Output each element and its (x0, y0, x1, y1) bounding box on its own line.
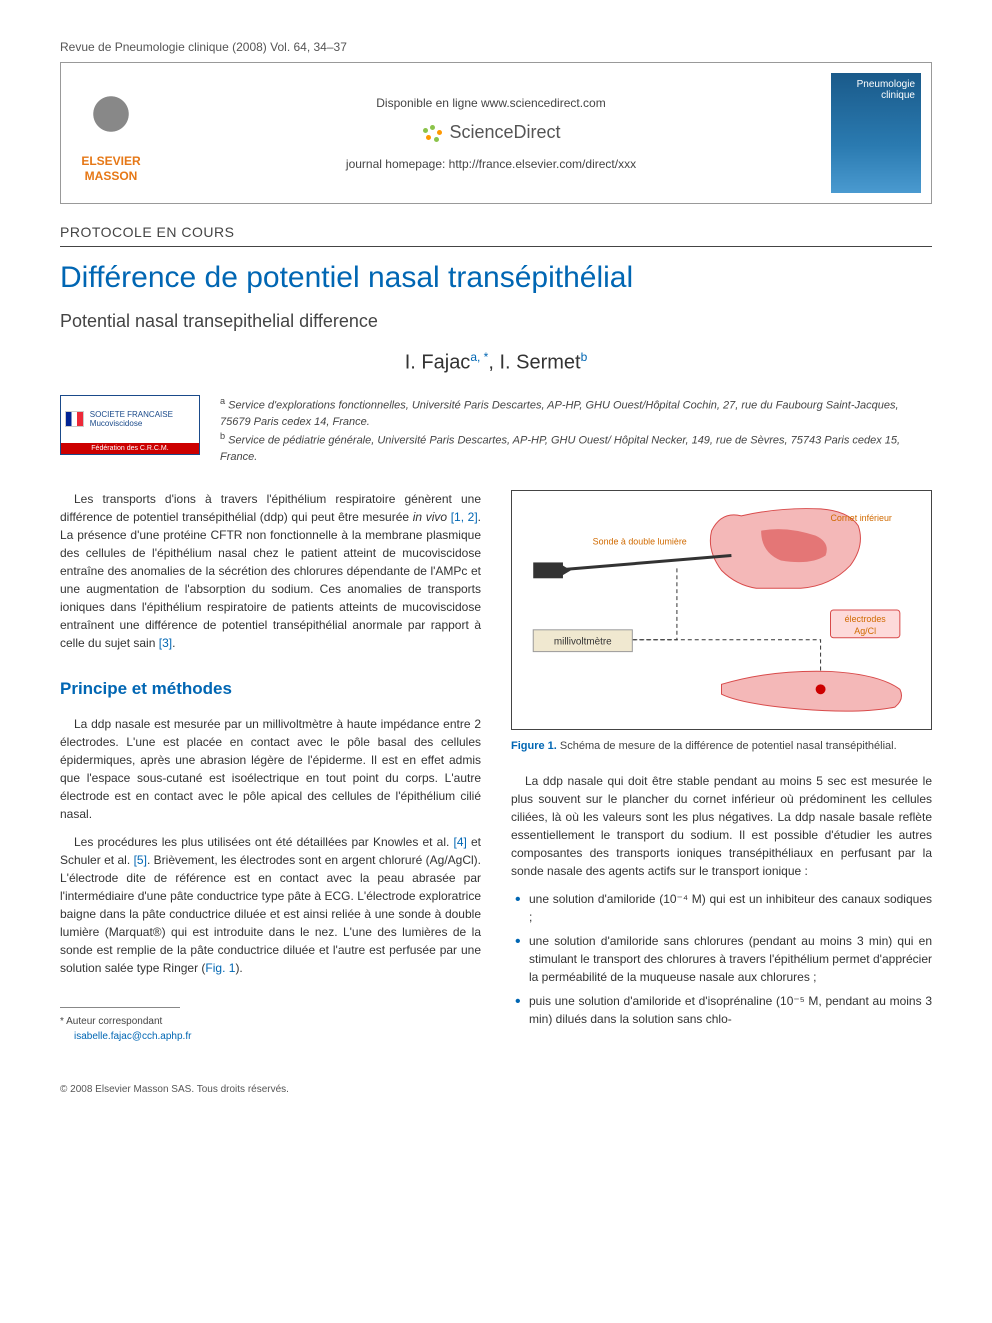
section-heading-methods: Principe et méthodes (60, 676, 481, 702)
col2-intro: La ddp nasale qui doit être stable penda… (511, 772, 932, 880)
label-millivolt: millivoltmètre (554, 637, 612, 648)
skin-electrode-dot (816, 684, 826, 694)
affil-sup: a, * (470, 350, 488, 364)
forearm-shape (722, 671, 902, 711)
journal-header-box: ELSEVIER MASSON Disponible en ligne www.… (60, 62, 932, 204)
label-electrodes-2: Ag/Cl (854, 626, 876, 636)
figure-1-caption: Figure 1. Schéma de mesure de la différe… (511, 738, 932, 755)
federation-label: Fédération des C.R.C.M. (61, 443, 199, 454)
affiliation-row: SOCIETE FRANCAISE Mucoviscidose Fédérati… (60, 395, 932, 466)
society-name: SOCIETE FRANCAISE Mucoviscidose (90, 410, 195, 428)
ref-link[interactable]: [5] (134, 853, 147, 867)
journal-homepage: journal homepage: http://france.elsevier… (151, 157, 831, 171)
label-cornet: Cornet inférieur (831, 513, 892, 523)
article-title-fr: Différence de potentiel nasal transépith… (60, 261, 932, 295)
figure-number: Figure 1. (511, 740, 557, 752)
sciencedirect-logo[interactable]: ScienceDirect (421, 122, 560, 143)
copyright-line: © 2008 Elsevier Masson SAS. Tous droits … (60, 1084, 932, 1095)
affiliations: a Service d'explorations fonctionnelles,… (220, 395, 932, 466)
label-sonde: Sonde à double lumière (593, 537, 687, 547)
affil-sup: b (581, 350, 588, 364)
wire-1 (593, 568, 677, 639)
ref-link[interactable]: [4] (453, 835, 466, 849)
header-center: Disponible en ligne www.sciencedirect.co… (151, 96, 831, 171)
cover-title: Pneumologie clinique (837, 79, 915, 101)
figure-ref-link[interactable]: Fig. 1 (205, 961, 235, 975)
left-column: Les transports d'ions à travers l'épithé… (60, 490, 481, 1045)
footnote-label: * Auteur correspondant (60, 1016, 162, 1027)
affiliation-b: b Service de pédiatrie générale, Univers… (220, 430, 932, 466)
article-title-en: Potential nasal transepithelial differen… (60, 311, 932, 332)
ref-link[interactable]: [3] (159, 636, 172, 650)
ref-link[interactable]: [1, 2] (451, 510, 478, 524)
bullet-item: une solution d'amiloride sans chlorures … (515, 932, 932, 986)
elsevier-logo: ELSEVIER MASSON (71, 83, 151, 183)
solution-bullets: une solution d'amiloride (10⁻⁴ M) qui es… (511, 890, 932, 1028)
probe-handle (533, 562, 563, 578)
figure-1-diagram: Cornet inférieur Sonde à double lumière … (522, 501, 921, 719)
journal-reference: Revue de Pneumologie clinique (2008) Vol… (60, 40, 932, 54)
probe-tip-icon (561, 564, 571, 576)
publisher-line1: ELSEVIER (81, 154, 140, 168)
online-availability: Disponible en ligne www.sciencedirect.co… (151, 96, 831, 110)
two-column-body: Les transports d'ions à travers l'épithé… (60, 490, 932, 1045)
section-label: PROTOCOLE EN COURS (60, 224, 932, 240)
authors: I. Fajaca, *, I. Sermetb (60, 350, 932, 375)
society-logo: SOCIETE FRANCAISE Mucoviscidose Fédérati… (60, 395, 200, 455)
author-email-link[interactable]: isabelle.fajac@cch.aphp.fr (74, 1029, 481, 1044)
methods-p1: La ddp nasale est mesurée par un millivo… (60, 715, 481, 823)
corresponding-author-footnote: * Auteur correspondant isabelle.fajac@cc… (60, 1014, 481, 1044)
journal-cover-thumbnail: Pneumologie clinique (831, 73, 921, 193)
sciencedirect-dots-icon (421, 122, 445, 142)
right-column: Cornet inférieur Sonde à double lumière … (511, 490, 932, 1045)
figure-caption-text: Schéma de mesure de la différence de pot… (560, 740, 897, 752)
french-flag-icon (65, 411, 84, 427)
elsevier-tree-icon (86, 90, 136, 150)
bullet-item: une solution d'amiloride (10⁻⁴ M) qui es… (515, 890, 932, 926)
title-rule (60, 246, 932, 247)
publisher-line2: MASSON (85, 169, 138, 183)
bullet-item: puis une solution d'amiloride et d'isopr… (515, 992, 932, 1028)
probe-line (553, 555, 731, 570)
methods-p2: Les procédures les plus utilisées ont ét… (60, 833, 481, 977)
intro-paragraph: Les transports d'ions à travers l'épithé… (60, 490, 481, 652)
affiliation-a: a Service d'explorations fonctionnelles,… (220, 395, 932, 431)
wire-2 (632, 640, 820, 675)
sciencedirect-text: ScienceDirect (449, 122, 560, 143)
figure-1-box: Cornet inférieur Sonde à double lumière … (511, 490, 932, 730)
footnote-separator (60, 1007, 180, 1008)
label-electrodes-1: électrodes (845, 614, 887, 624)
